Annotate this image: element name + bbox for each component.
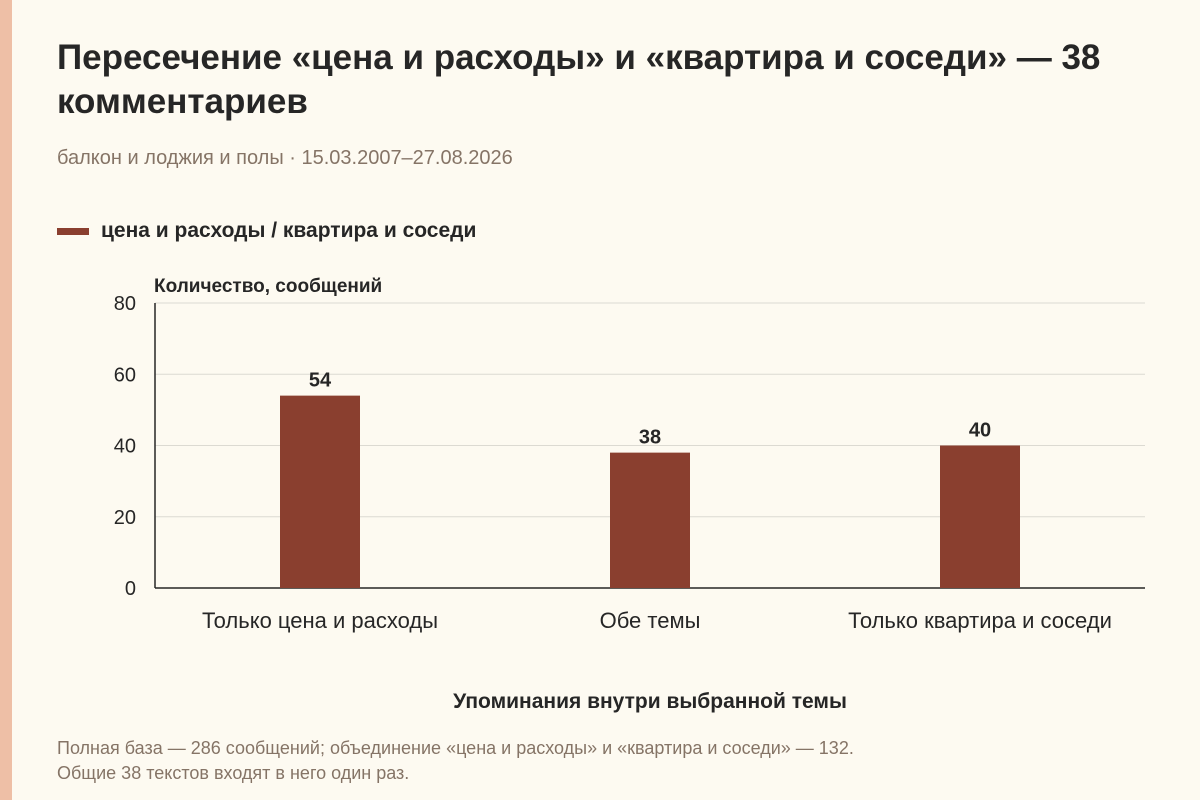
y-tick-label: 40 [114,436,136,458]
footnote: Полная база — 286 сообщений; объединение… [57,736,1157,786]
x-tick-label: Только цена и расходы [202,608,438,633]
data-label: 38 [639,427,661,449]
bar [940,445,1020,588]
y-tick-label: 20 [114,507,136,529]
x-tick-label: Только квартира и соседи [848,608,1112,633]
footnote-line-1: Полная база — 286 сообщений; объединение… [57,738,854,758]
y-tick-label: 80 [114,293,136,315]
y-tick-label: 60 [114,364,136,386]
page-subtitle: балкон и лоджия и полы · 15.03.2007–27.0… [57,147,513,169]
x-tick-label: Обе темы [600,608,701,633]
data-label: 54 [309,370,332,392]
footnote-line-2: Общие 38 текстов входят в него один раз. [57,763,410,783]
bars-layer: 54 Только цена и расходы 38 Обе темы 40 Тольк… [202,370,1112,633]
data-label: 40 [969,420,991,442]
y-axis-label: Количество, сообщений [154,276,382,297]
accent-strip [0,0,12,800]
legend-label: цена и расходы / квартира и соседи [101,219,477,242]
x-axis-label: Упоминания внутри выбранной темы [453,690,847,713]
y-tick-label: 0 [125,578,136,600]
legend: цена и расходы / квартира и соседи [57,219,476,243]
legend-swatch [57,227,89,235]
page-title: Пересечение «цена и расходы» и «квартира… [57,38,1101,121]
bar [610,452,690,588]
bar [280,395,360,588]
